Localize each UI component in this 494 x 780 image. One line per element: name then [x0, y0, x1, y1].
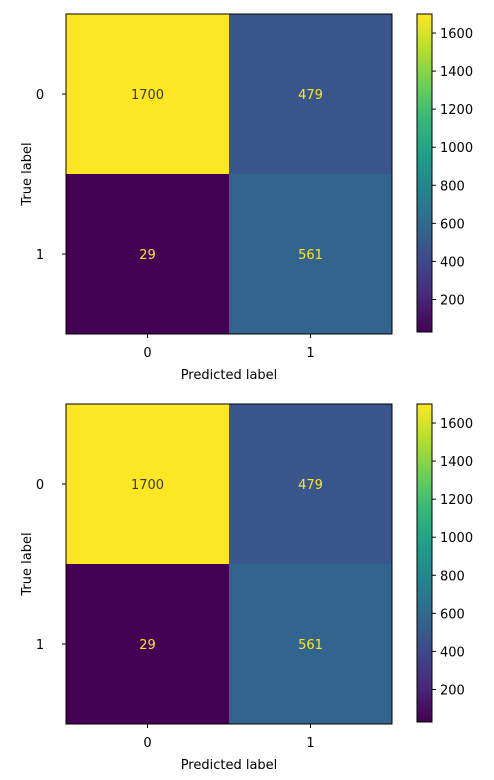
cell-r0-c0	[66, 14, 229, 174]
x-tick-label: 1	[306, 736, 314, 751]
cell-value-label: 561	[298, 638, 323, 653]
colorbar	[416, 403, 433, 723]
cell-r0-c1	[229, 404, 392, 564]
colorbar-tick-label: 1000	[440, 531, 473, 546]
y-tick-label: 1	[36, 638, 44, 653]
cell-r1-c0	[66, 564, 229, 724]
y-tick-label: 0	[36, 478, 44, 493]
cell-value-label: 29	[139, 248, 156, 263]
x-axis-title: Predicted label	[181, 368, 278, 383]
colorbar-tick-label: 1600	[440, 417, 473, 432]
colorbar-tick-label: 400	[440, 255, 465, 270]
plot-frame	[65, 403, 393, 725]
colorbar-tick-label: 1400	[440, 455, 473, 470]
plot-frame	[65, 13, 393, 335]
colorbar-tick-label: 600	[440, 607, 465, 622]
cell-value-label: 1700	[131, 88, 164, 103]
colorbar-tick-label: 800	[440, 179, 465, 194]
y-tick-label: 1	[36, 248, 44, 263]
x-tick-label: 0	[143, 736, 151, 751]
cell-r1-c0	[66, 174, 229, 334]
y-axis-title: True label	[20, 142, 35, 206]
cell-value-label: 479	[298, 478, 323, 493]
colorbar-tick-label: 400	[440, 645, 465, 660]
colorbar-tick-label: 200	[440, 683, 465, 698]
colorbar-tick-label: 1000	[440, 141, 473, 156]
y-axis-title: True label	[20, 532, 35, 596]
x-tick-label: 1	[306, 346, 314, 361]
x-axis-title: Predicted label	[181, 758, 278, 773]
cell-r1-c1	[229, 564, 392, 724]
colorbar-tick-label: 800	[440, 569, 465, 584]
colorbar-tick-label: 1600	[440, 27, 473, 42]
cell-value-label: 29	[139, 638, 156, 653]
y-tick-label: 0	[36, 88, 44, 103]
colorbar-tick-label: 1200	[440, 103, 473, 118]
cell-r0-c0	[66, 404, 229, 564]
x-tick-label: 0	[143, 346, 151, 361]
colorbar-tick-label: 1200	[440, 493, 473, 508]
cell-value-label: 561	[298, 248, 323, 263]
colorbar-tick-label: 200	[440, 293, 465, 308]
cell-r1-c1	[229, 174, 392, 334]
confusion-matrix-chart-bottom: 1700 479 29 561 0 1 0 1 Predicted label True labe…	[20, 403, 473, 773]
cell-r0-c1	[229, 14, 392, 174]
colorbar-tick-label: 600	[440, 217, 465, 232]
confusion-matrix-chart-top: 1700 479 29 561 0 1 0 1 Predicted label True labe…	[20, 13, 473, 383]
cell-value-label: 479	[298, 88, 323, 103]
cell-value-label: 1700	[131, 478, 164, 493]
colorbar-tick-label: 1400	[440, 65, 473, 80]
colorbar	[416, 13, 433, 333]
